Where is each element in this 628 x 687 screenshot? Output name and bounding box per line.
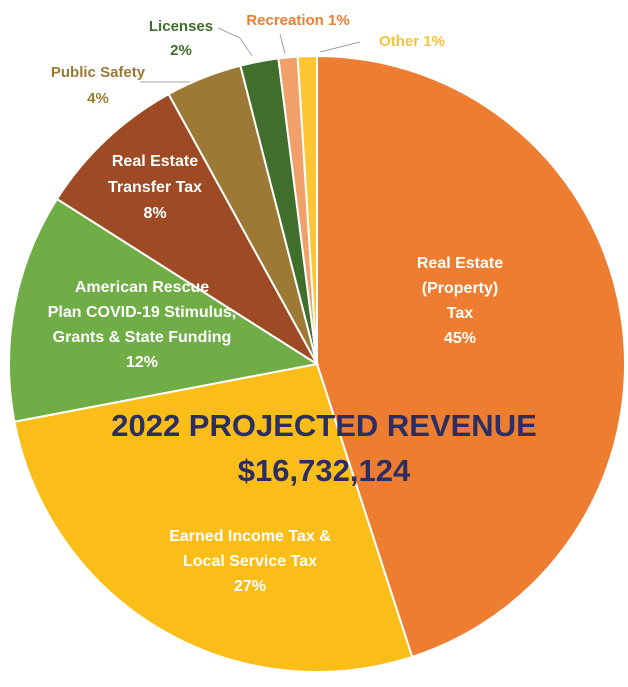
slice-real-estate-transfer-tax xyxy=(55,92,318,365)
label-line: Grants & State Funding xyxy=(53,329,232,346)
label-earned-income-local-service-tax: Earned Income Tax & Local Service Tax 27% xyxy=(169,528,331,595)
label-line: Transfer Tax xyxy=(108,179,202,196)
label-public-safety: Public Safety 4% xyxy=(51,64,146,107)
label-line: (Property) xyxy=(422,280,498,297)
label-line: Earned Income Tax & xyxy=(169,528,331,545)
label-line: Local Service Tax xyxy=(183,553,317,570)
label-line: Real Estate xyxy=(417,255,503,272)
label-line: Licenses xyxy=(149,18,213,35)
label-line: 2% xyxy=(170,42,192,59)
label-line: Recreation 1% xyxy=(246,12,349,29)
label-line: 4% xyxy=(87,90,109,107)
label-line: 12% xyxy=(126,354,158,371)
label-line: 45% xyxy=(444,330,476,347)
label-line: Real Estate xyxy=(112,153,198,170)
label-line: American Rescue xyxy=(75,279,209,296)
slice-labels: Real Estate (Property) Tax 45% Earned Income… xyxy=(48,12,503,595)
pie-slices xyxy=(8,54,626,673)
label-line: Public Safety xyxy=(51,64,146,81)
chart-title: 2022 PROJECTED REVENUE xyxy=(111,408,537,443)
label-american-rescue-plan: American Rescue Plan COVID-19 Stimulus, Gr… xyxy=(48,279,236,371)
label-line: 8% xyxy=(143,205,166,222)
leader-recreation xyxy=(279,33,286,55)
slice-american-rescue-plan xyxy=(8,197,320,423)
label-other: Other 1% xyxy=(379,33,445,50)
slice-real-estate-property-tax xyxy=(316,54,626,659)
leader-other xyxy=(319,41,361,53)
label-real-estate-transfer-tax: Real Estate Transfer Tax 8% xyxy=(108,153,202,222)
leader-lines xyxy=(140,27,361,83)
label-line: Tax xyxy=(447,305,473,322)
label-line: Plan COVID-19 Stimulus, xyxy=(48,304,236,321)
leader-licenses xyxy=(217,27,253,57)
label-line: Other 1% xyxy=(379,33,445,50)
slice-other xyxy=(296,54,318,365)
slice-earned-income-local-service-tax xyxy=(13,362,414,673)
label-licenses: Licenses 2% xyxy=(149,18,213,59)
label-recreation: Recreation 1% xyxy=(246,12,349,29)
label-line: 27% xyxy=(234,578,266,595)
chart-subtitle-total: $16,732,124 xyxy=(238,453,411,488)
label-real-estate-property-tax: Real Estate (Property) Tax 45% xyxy=(417,255,503,347)
